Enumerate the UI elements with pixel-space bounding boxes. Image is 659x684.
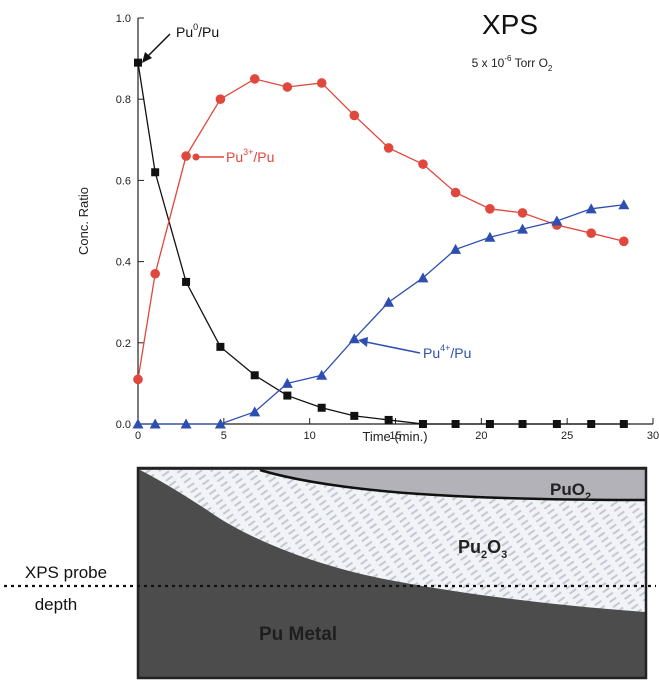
data-point-square bbox=[283, 391, 292, 400]
pu-metal-label: Pu Metal bbox=[259, 624, 337, 645]
data-point-square bbox=[384, 415, 393, 424]
data-point-square bbox=[182, 277, 191, 286]
data-point-circle bbox=[282, 82, 293, 92]
data-point-triangle bbox=[484, 231, 496, 242]
data-point-circle bbox=[517, 208, 528, 218]
y-tick-label: 0.4 bbox=[116, 257, 131, 269]
x-axis-label: Time (min.) bbox=[362, 429, 427, 444]
subtitle-sub: 2 bbox=[548, 64, 553, 73]
annotation-pu0-leader bbox=[146, 33, 171, 58]
x-tick-label: 10 bbox=[304, 430, 316, 442]
data-point-triangle bbox=[281, 377, 293, 388]
data-point-circle bbox=[619, 236, 629, 247]
data-point-triangle bbox=[214, 418, 226, 429]
data-point-square bbox=[518, 420, 527, 428]
data-point-square bbox=[619, 420, 628, 428]
series-label-pu0: Pu0/Pu bbox=[176, 22, 219, 40]
probe-depth-label-2: depth bbox=[35, 595, 78, 614]
data-point-square bbox=[134, 58, 142, 67]
y-tick-label: 0.6 bbox=[116, 175, 131, 187]
annotation-pu4-leader bbox=[365, 341, 421, 354]
y-tick-label: 0.2 bbox=[116, 338, 131, 350]
puo2-layer bbox=[260, 470, 646, 500]
data-point-circle bbox=[450, 187, 461, 198]
axis-ticks: 0 5 10 15 20 25 30 0.0 0.2 0.4 0.6 0.8 1.0 bbox=[116, 13, 659, 442]
y-axis-label: Conc. Ratio bbox=[76, 187, 91, 255]
series-lines bbox=[137, 62, 624, 425]
data-point-circle bbox=[586, 228, 596, 238]
probe-depth-label-1: XPS probe bbox=[25, 563, 107, 582]
data-point-triangle bbox=[383, 296, 395, 307]
data-point-circle bbox=[383, 143, 394, 153]
data-point-circle bbox=[418, 159, 428, 169]
data-point-triangle bbox=[551, 215, 563, 226]
schematic-frame bbox=[136, 466, 648, 680]
annotation-pu4-arrowhead bbox=[358, 337, 368, 347]
subtitle-prefix: 5 x 10 bbox=[472, 56, 505, 70]
data-point-triangle bbox=[149, 418, 161, 429]
data-point-square bbox=[350, 411, 359, 420]
data-point-circle bbox=[349, 110, 360, 121]
x-tick-label: 25 bbox=[561, 430, 573, 442]
data-point-circle bbox=[133, 374, 143, 385]
data-point-square bbox=[151, 168, 160, 177]
data-point-triangle bbox=[249, 406, 261, 417]
concentration-chart: 0 5 10 15 20 25 30 0.0 0.2 0.4 0.6 0.8 1.0 Time (min… bbox=[76, 9, 659, 444]
oxide-layer-schematic: PuO2 Pu2O3 Pu Metal XPS probe depth bbox=[4, 466, 656, 680]
puo2-label: PuO2 bbox=[550, 480, 591, 503]
puo2-boundary bbox=[259, 468, 647, 502]
data-point-square bbox=[552, 420, 561, 428]
x-tick-label: 15 bbox=[389, 430, 401, 442]
x-tick-label: 0 bbox=[135, 430, 141, 442]
data-point-triangle bbox=[316, 369, 328, 380]
data-point-triangle bbox=[450, 243, 462, 254]
data-point-circle bbox=[150, 268, 160, 279]
series-line-0 bbox=[137, 62, 624, 425]
annotation-pu0: Pu0/Pu bbox=[142, 22, 219, 63]
annotation-pu0-arrowhead bbox=[142, 52, 152, 63]
data-point-circle bbox=[316, 78, 327, 88]
data-point-square bbox=[587, 420, 596, 428]
series-label-pu3: Pu3+/Pu bbox=[226, 147, 274, 165]
data-point-triangle bbox=[585, 203, 597, 214]
subtitle-exp: -6 bbox=[504, 54, 512, 63]
data-point-square bbox=[216, 342, 225, 351]
chart-subtitle: 5 x 10-6 Torr O2 bbox=[472, 54, 553, 73]
series-line-2 bbox=[138, 204, 624, 425]
data-point-square bbox=[317, 403, 326, 412]
annotation-pu4: Pu4+/Pu bbox=[358, 337, 471, 361]
series-points bbox=[132, 58, 630, 429]
x-tick-label: 20 bbox=[475, 430, 487, 442]
y-tick-label: 1.0 bbox=[116, 13, 131, 25]
y-tick-label: 0.0 bbox=[116, 419, 131, 431]
y-tick-label: 0.8 bbox=[116, 94, 131, 106]
pu2o3-layer bbox=[140, 470, 646, 612]
data-point-triangle bbox=[180, 418, 192, 429]
pu2o3-label: Pu2O3 bbox=[458, 537, 507, 561]
data-point-circle bbox=[181, 151, 191, 161]
data-point-square bbox=[250, 371, 259, 380]
data-point-triangle bbox=[517, 223, 529, 234]
x-tick-label: 30 bbox=[647, 430, 659, 442]
x-tick-label: 5 bbox=[221, 430, 227, 442]
data-point-triangle bbox=[348, 333, 360, 344]
data-point-square bbox=[485, 420, 494, 428]
annotation-pu3: Pu3+/Pu bbox=[192, 147, 274, 165]
data-point-circle bbox=[215, 94, 226, 104]
data-point-triangle bbox=[417, 272, 429, 283]
series-label-pu4: Pu4+/Pu bbox=[423, 343, 471, 361]
data-point-triangle bbox=[132, 418, 144, 429]
data-point-triangle bbox=[618, 199, 630, 210]
data-point-square bbox=[418, 420, 427, 428]
chart-title: XPS bbox=[482, 9, 538, 40]
annotation-pu3-dot bbox=[192, 153, 200, 161]
data-point-circle bbox=[485, 204, 495, 214]
data-point-circle bbox=[249, 74, 260, 84]
subtitle-mid: Torr O bbox=[511, 56, 547, 70]
data-point-square bbox=[451, 420, 460, 428]
series-line-1 bbox=[137, 78, 624, 380]
